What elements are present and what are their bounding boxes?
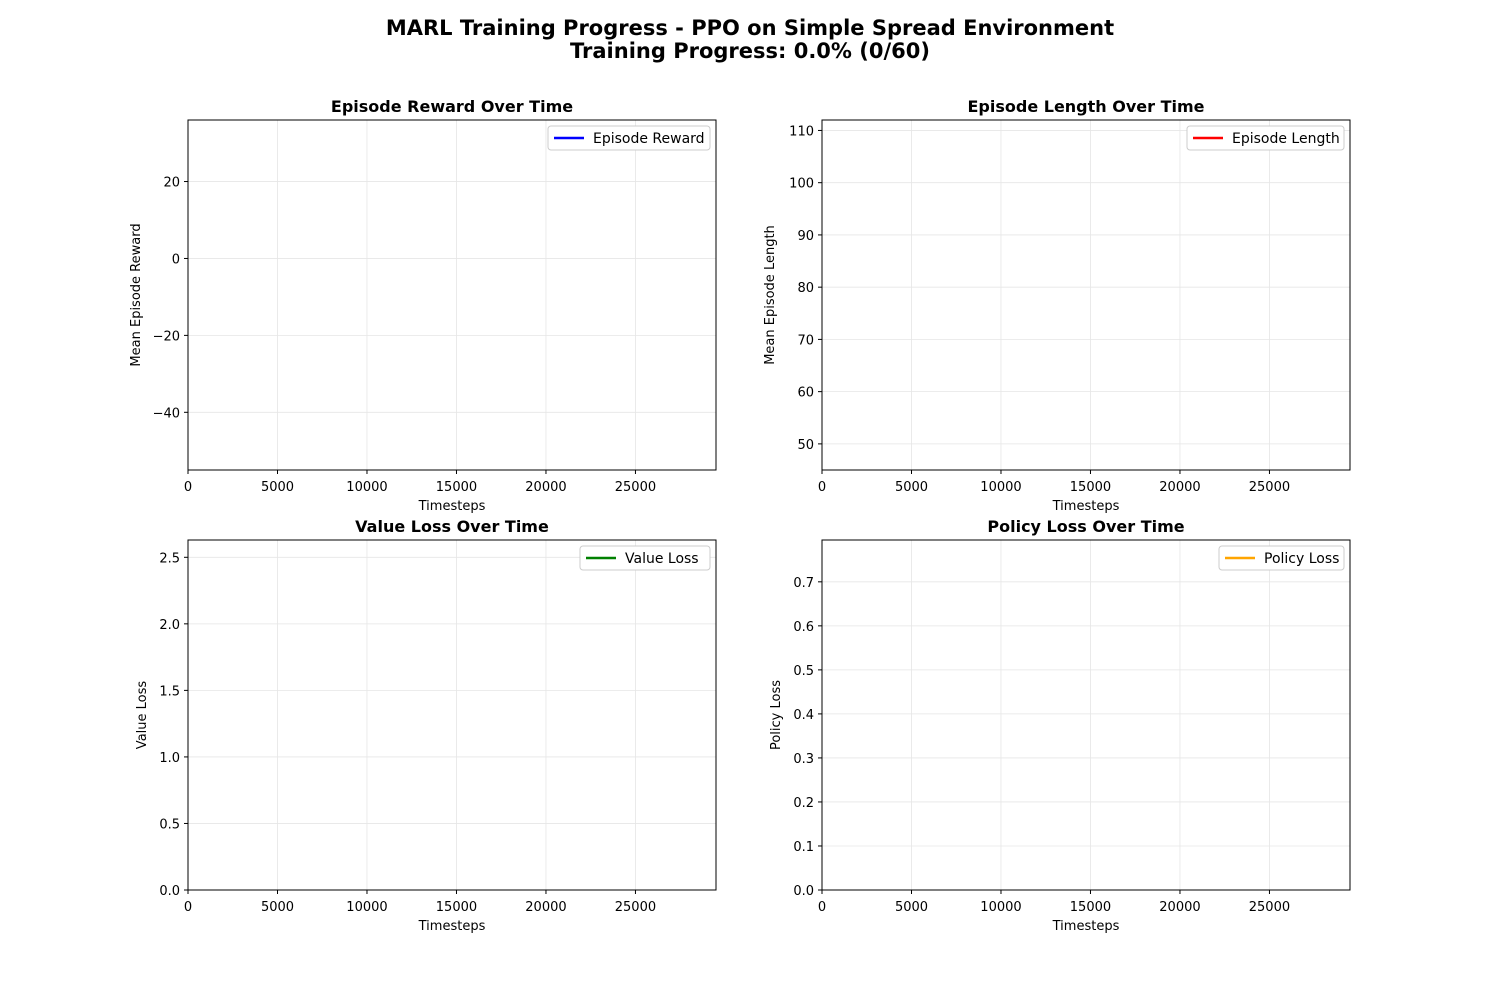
legend: Policy Loss (1218, 545, 1345, 571)
y-tick-label: 0.1 (793, 840, 814, 855)
x-tick-label: 15000 (1070, 480, 1111, 495)
y-tick-label: −20 (153, 329, 180, 344)
x-axis-label: Timesteps (1052, 499, 1120, 514)
legend-box (1186, 125, 1345, 151)
figure-subtitle: Training Progress: 0.0% (0/60) (570, 39, 930, 63)
plot-frame (821, 119, 1351, 471)
x-tick-label: 5000 (895, 900, 928, 915)
legend: Episode Length (1186, 125, 1345, 151)
y-tick-label: 1.0 (159, 751, 180, 766)
y-tick-label: 0.0 (793, 884, 814, 899)
x-tick-label: 5000 (261, 480, 294, 495)
y-tick-label: 0.4 (793, 708, 814, 723)
y-tick-label: 60 (797, 386, 814, 401)
legend-label: Episode Reward (593, 131, 705, 147)
x-axis-label: Timesteps (418, 499, 486, 514)
y-axis-label: Policy Loss (769, 680, 784, 750)
y-tick-label: 2.5 (159, 551, 180, 566)
y-tick-label: 0 (172, 252, 180, 267)
x-tick-label: 0 (184, 480, 192, 495)
chart-value-loss: 0 5000 10000 15000 20000 25000 0.0 0.5 1.0 1.5 2.0… (135, 517, 717, 934)
y-tick-label: 50 (797, 438, 814, 453)
x-tick-label: 15000 (436, 900, 477, 915)
chart-policy-loss: 0 5000 10000 15000 20000 25000 0.0 0.1 0.2 0.3 0.4… (769, 517, 1351, 934)
legend-label: Value Loss (625, 551, 699, 567)
y-tick-label: −40 (153, 406, 180, 421)
chart-length: 0 5000 10000 15000 20000 25000 50 60 70 80 90 100 11… (763, 97, 1351, 514)
plot-frame (187, 119, 717, 471)
y-tick-label: 0.7 (793, 576, 814, 591)
chart-title: Policy Loss Over Time (987, 517, 1184, 536)
legend-box (547, 125, 711, 151)
x-tick-label: 15000 (436, 480, 477, 495)
chart-reward: 0 5000 10000 15000 20000 25000 −40 −20 0 20 Episod… (129, 97, 717, 514)
y-tick-label: 0.5 (159, 817, 180, 832)
legend-box (579, 545, 711, 571)
x-tick-label: 10000 (980, 480, 1021, 495)
legend: Episode Reward (547, 125, 711, 151)
y-tick-label: 0.2 (793, 796, 814, 811)
y-tick-label: 0.0 (159, 884, 180, 899)
x-tick-label: 10000 (980, 900, 1021, 915)
y-tick-label: 100 (789, 177, 814, 192)
y-tick-label: 2.0 (159, 618, 180, 633)
x-tick-label: 20000 (1159, 900, 1200, 915)
legend-label: Policy Loss (1264, 551, 1339, 567)
y-tick-label: 1.5 (159, 684, 180, 699)
chart-title: Value Loss Over Time (355, 517, 549, 536)
y-tick-label: 110 (789, 124, 814, 139)
x-tick-label: 0 (818, 900, 826, 915)
y-tick-label: 20 (163, 176, 180, 191)
x-axis-label: Timesteps (418, 919, 486, 934)
x-tick-label: 20000 (525, 900, 566, 915)
chart-title: Episode Reward Over Time (331, 97, 573, 116)
y-tick-label: 0.3 (793, 752, 814, 767)
legend-label: Episode Length (1232, 131, 1340, 147)
y-axis-label: Value Loss (135, 681, 150, 750)
x-tick-label: 15000 (1070, 900, 1111, 915)
x-tick-label: 25000 (615, 480, 656, 495)
x-tick-label: 25000 (615, 900, 656, 915)
plot-frame (821, 539, 1351, 891)
legend-box (1218, 545, 1345, 571)
chart-title: Episode Length Over Time (967, 97, 1204, 116)
figure-title: MARL Training Progress - PPO on Simple S… (385, 16, 1115, 40)
y-axis-label: Mean Episode Reward (129, 223, 144, 366)
x-axis-label: Timesteps (1052, 919, 1120, 934)
y-tick-label: 70 (797, 333, 814, 348)
x-tick-label: 20000 (1159, 480, 1200, 495)
plot-frame (187, 539, 717, 891)
legend: Value Loss (579, 545, 711, 571)
y-axis-label: Mean Episode Length (763, 225, 778, 365)
x-tick-label: 5000 (895, 480, 928, 495)
x-tick-label: 5000 (261, 900, 294, 915)
x-tick-label: 10000 (346, 900, 387, 915)
y-tick-label: 0.5 (793, 664, 814, 679)
x-tick-label: 10000 (346, 480, 387, 495)
y-tick-label: 0.6 (793, 620, 814, 635)
y-tick-label: 80 (797, 281, 814, 296)
x-tick-label: 25000 (1249, 900, 1290, 915)
x-tick-label: 25000 (1249, 480, 1290, 495)
x-tick-label: 20000 (525, 480, 566, 495)
y-tick-label: 90 (797, 229, 814, 244)
x-tick-label: 0 (818, 480, 826, 495)
x-tick-label: 0 (184, 900, 192, 915)
